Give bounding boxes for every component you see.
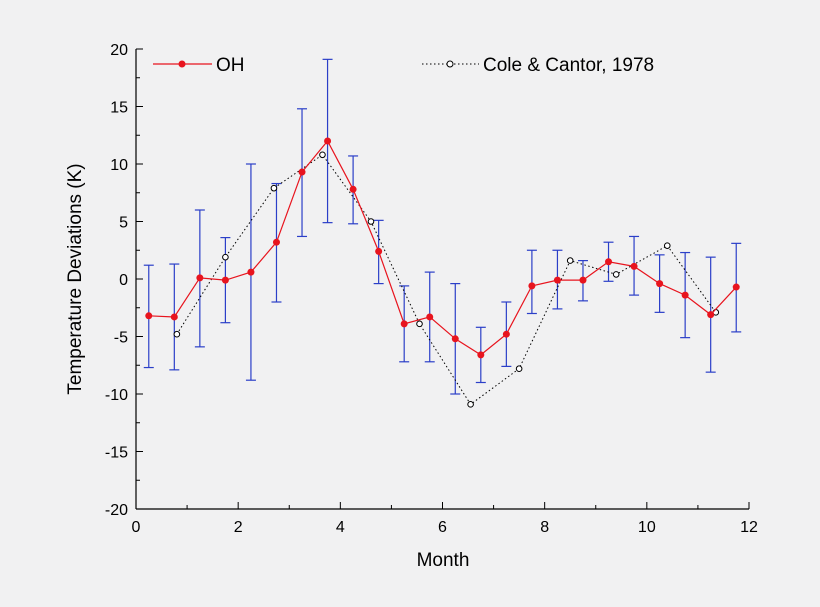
y-tick-label-5: 5 bbox=[119, 215, 128, 232]
cole-cantor-point-5 bbox=[367, 218, 375, 225]
oh-point-7 bbox=[298, 168, 306, 176]
legend-entry-cole-cantor: Cole & Cantor, 1978 bbox=[422, 55, 654, 76]
y-tick-label-15: 15 bbox=[110, 100, 128, 117]
tick-labels: 0 2 4 6 8 10 12 -20 -15 -10 -5 0 5 10 15 20 bbox=[105, 42, 758, 536]
oh-point-24 bbox=[732, 283, 740, 291]
y-tick-label-20: 20 bbox=[110, 42, 128, 59]
oh-point-21 bbox=[656, 280, 664, 288]
oh-point-19 bbox=[605, 258, 613, 266]
oh-point-23 bbox=[707, 311, 715, 319]
plot-area bbox=[143, 58, 742, 408]
legend-marker-cole-cantor bbox=[446, 60, 454, 68]
cole-cantor-point-10 bbox=[612, 271, 620, 278]
y-tick-label--5: -5 bbox=[114, 330, 128, 347]
x-axis-title: Month bbox=[417, 550, 470, 571]
oh-error-bar-16 bbox=[526, 249, 537, 315]
oh-point-6 bbox=[272, 238, 280, 246]
y-tick-label-10: 10 bbox=[110, 157, 128, 174]
oh-point-8 bbox=[324, 137, 332, 145]
y-axis-title: Temperature Deviations (K) bbox=[65, 163, 86, 394]
oh-point-13 bbox=[451, 335, 459, 343]
oh-point-2 bbox=[170, 313, 178, 321]
oh-point-10 bbox=[375, 247, 383, 255]
oh-point-9 bbox=[349, 185, 357, 193]
x-tick-label-12: 12 bbox=[740, 519, 758, 536]
y-tick-label--10: -10 bbox=[105, 387, 128, 404]
oh-point-22 bbox=[681, 291, 689, 299]
cole-cantor-line bbox=[176, 154, 717, 406]
oh-error-bars bbox=[143, 58, 742, 395]
cole-cantor-point-11 bbox=[663, 242, 671, 249]
cole-cantor-point-6 bbox=[416, 320, 423, 328]
cole-cantor-point-7 bbox=[467, 401, 474, 408]
oh-point-18 bbox=[579, 276, 587, 284]
legend-label-cole-cantor: Cole & Cantor, 1978 bbox=[483, 55, 654, 76]
x-tick-label-6: 6 bbox=[438, 519, 447, 536]
legend-marker-oh bbox=[178, 60, 186, 68]
y-tick-label--15: -15 bbox=[105, 445, 128, 462]
cole-cantor-point-9 bbox=[566, 257, 574, 264]
cole-cantor-point-4 bbox=[319, 151, 326, 159]
cole-cantor-point-2 bbox=[222, 253, 229, 261]
y-tick-label-0: 0 bbox=[119, 272, 128, 289]
oh-point-12 bbox=[426, 313, 434, 321]
legend-label-oh: OH bbox=[216, 55, 245, 76]
oh-point-4 bbox=[221, 276, 229, 284]
oh-point-14 bbox=[477, 351, 485, 359]
oh-point-11 bbox=[400, 320, 408, 328]
oh-point-20 bbox=[630, 262, 638, 270]
cole-cantor-point-1 bbox=[173, 330, 181, 338]
x-tick-label-10: 10 bbox=[638, 519, 656, 536]
x-tick-label-4: 4 bbox=[336, 519, 345, 536]
y-tick-label--20: -20 bbox=[105, 502, 128, 519]
cole-cantor-point-3 bbox=[270, 184, 278, 192]
oh-point-16 bbox=[528, 282, 536, 290]
tick-marks bbox=[135, 48, 750, 510]
oh-point-17 bbox=[553, 276, 561, 284]
oh-point-5 bbox=[247, 268, 255, 276]
oh-line bbox=[148, 139, 737, 356]
legend-entry-oh: OH bbox=[153, 55, 245, 76]
x-tick-label-2: 2 bbox=[234, 519, 243, 536]
oh-point-3 bbox=[196, 274, 204, 282]
x-tick-label-0: 0 bbox=[132, 519, 141, 536]
oh-point-15 bbox=[502, 330, 510, 338]
x-tick-label-8: 8 bbox=[540, 519, 549, 536]
oh-point-1 bbox=[145, 312, 153, 320]
legend: OH Cole & Cantor, 1978 bbox=[153, 55, 654, 76]
cole-cantor-point-8 bbox=[515, 365, 523, 373]
